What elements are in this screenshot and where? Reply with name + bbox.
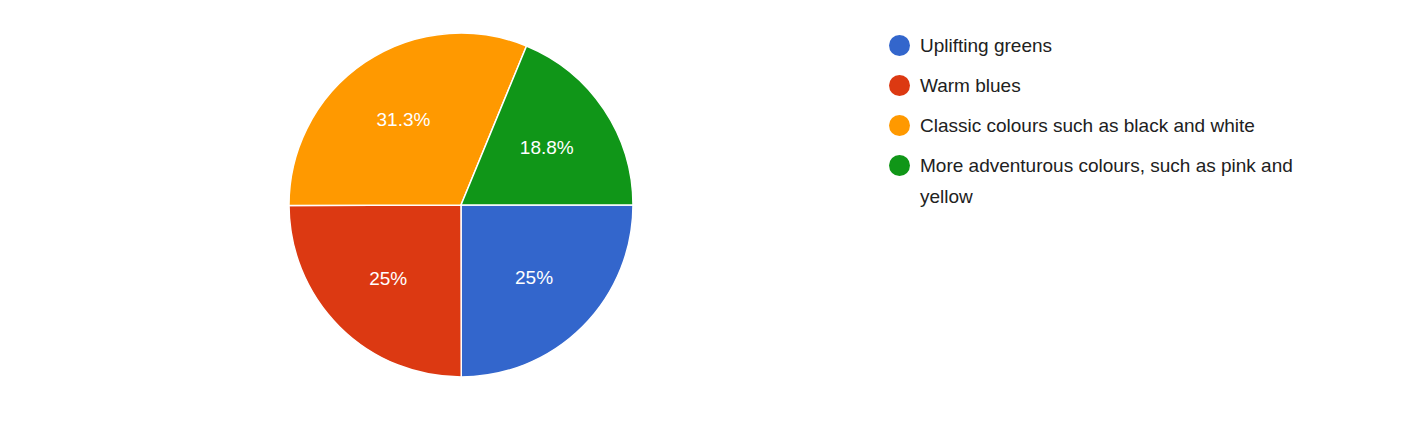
slices (289, 33, 633, 377)
data-label: 18.8% (520, 137, 574, 158)
legend-swatch (889, 115, 910, 136)
data-label: 25% (369, 268, 407, 289)
slice (289, 205, 461, 377)
legend-item: Classic colours such as black and white (886, 110, 1326, 141)
legend-item: Uplifting greens (886, 30, 1326, 61)
slice (461, 205, 633, 377)
legend-label: More adventurous colours, such as pink a… (920, 150, 1330, 212)
data-labels: 25% 25% 31.3% 18.8% (369, 109, 574, 289)
legend-label: Warm blues (920, 70, 1330, 101)
legend-label: Uplifting greens (920, 30, 1330, 61)
slice (461, 46, 633, 205)
data-label: 25% (515, 267, 553, 288)
chart: 25% 25% 31.3% 18.8% (0, 0, 1402, 443)
legend: Uplifting greens Warm blues Classic colour… (886, 30, 1326, 221)
legend-item: Warm blues (886, 70, 1326, 101)
legend-swatch (889, 155, 910, 176)
legend-label: Classic colours such as black and white (920, 110, 1330, 141)
legend-item: More adventurous colours, such as pink a… (886, 150, 1326, 212)
data-label: 31.3% (377, 109, 431, 130)
legend-swatch (889, 35, 910, 56)
legend-swatch (889, 75, 910, 96)
